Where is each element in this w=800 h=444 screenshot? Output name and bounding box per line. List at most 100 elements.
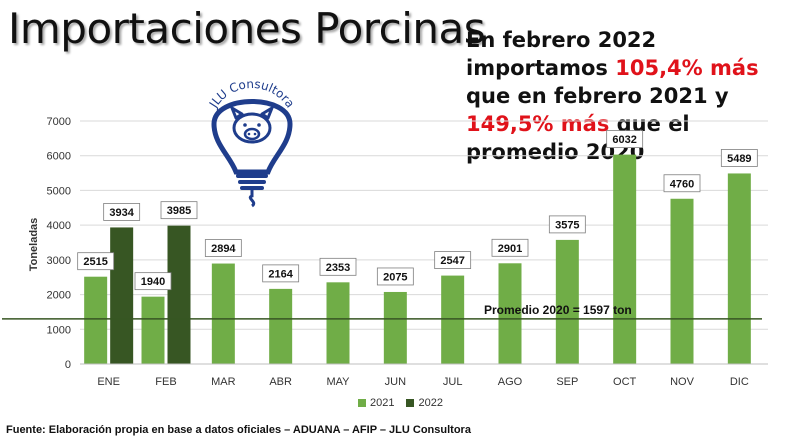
y-tick-label: 5000: [47, 185, 71, 197]
data-label-text: 2547: [440, 255, 464, 267]
chart-legend: 2021 2022: [358, 397, 443, 409]
x-tick-label: JUN: [385, 376, 406, 388]
x-tick-label: SEP: [556, 376, 578, 388]
bar-2021-sep: [555, 239, 579, 364]
x-tick-label: JUL: [443, 376, 463, 388]
data-label: 6032: [606, 130, 644, 149]
data-label-text: 2164: [268, 268, 293, 280]
data-label-box: [103, 203, 141, 221]
data-label: 3934: [103, 203, 141, 221]
data-label: 4760: [663, 174, 701, 193]
y-tick-label: 4000: [47, 220, 71, 232]
data-label: 2075: [376, 267, 414, 286]
data-label-box: [77, 252, 115, 271]
y-tick-label: 0: [65, 359, 71, 371]
bar-2021-oct: [613, 154, 637, 364]
bar-2021-feb: [141, 296, 165, 364]
bar-2021-abr: [269, 288, 293, 364]
x-tick-label: NOV: [670, 376, 695, 388]
data-label: 5489: [720, 149, 758, 167]
data-label: 2901: [491, 238, 529, 257]
chart-title: Importaciones Porcinas: [8, 4, 486, 53]
logo-text: JLU Consultora: [206, 77, 297, 111]
bar-2021-jun: [383, 291, 407, 364]
headline-highlight2: 149,5% más: [466, 112, 610, 136]
x-tick-label: MAY: [326, 376, 350, 388]
data-label: 2515: [77, 252, 115, 271]
legend-item-2022: 2022: [406, 397, 443, 409]
data-label-box: [134, 272, 172, 291]
bar-2021-ago: [498, 263, 522, 364]
y-tick-label: 3000: [47, 255, 71, 267]
bars: [84, 154, 751, 364]
y-tick-label: 1000: [47, 324, 71, 336]
data-label-box: [720, 149, 758, 167]
data-label-text: 2075: [383, 271, 407, 283]
data-label-box: [319, 257, 357, 276]
headline-part2: que en febrero 2021 y: [466, 84, 729, 108]
bar-2021-jul: [441, 275, 465, 364]
headline-text: En febrero 2022 importamos 105,4% más qu…: [466, 26, 796, 166]
gridlines: [80, 120, 768, 330]
x-tick-label: ENE: [97, 376, 120, 388]
data-label-box: [491, 238, 529, 257]
data-label-box: [663, 174, 701, 193]
data-label: 2894: [204, 239, 242, 257]
data-label: 1940: [134, 272, 172, 291]
headline-part1: En febrero 2022 importamos: [466, 28, 657, 80]
reference-line-group: Promedio 2020 = 1597 ton: [2, 303, 762, 320]
data-label-text: 2894: [211, 243, 236, 255]
bar-2022-feb: [167, 225, 191, 364]
data-label: 3985: [160, 201, 198, 220]
data-label-box: [548, 215, 586, 234]
data-label-box: [434, 251, 472, 269]
data-label-text: 5489: [727, 153, 751, 165]
data-label-text: 3985: [167, 205, 191, 217]
data-label-text: 1940: [141, 276, 165, 288]
legend-swatch-2022: [406, 399, 415, 407]
y-axis-label: Toneladas: [28, 218, 40, 272]
data-label-text: 2353: [326, 262, 350, 274]
lightbulb-pig-icon: JLU Consultora: [206, 77, 297, 208]
data-label-text: 2901: [498, 243, 522, 255]
data-label-box: [160, 201, 198, 220]
y-tick-label: 6000: [47, 151, 71, 163]
data-label-text: 3934: [109, 207, 134, 219]
legend-label-2021: 2021: [370, 397, 395, 409]
data-label-text: 6032: [612, 134, 636, 146]
x-tick-label: FEB: [155, 376, 176, 388]
data-label-text: 2515: [83, 256, 107, 268]
data-label-box: [376, 267, 414, 286]
x-tick-label: AGO: [498, 376, 523, 388]
data-label-text: 3575: [555, 219, 579, 231]
data-label-box: [262, 264, 300, 283]
y-tick-label: 7000: [47, 116, 71, 128]
legend-swatch-2021: [358, 399, 366, 407]
bar-2021-ene: [84, 276, 108, 364]
data-labels: 2515 3934 1940 3985 2894 2164 2353 2075 2547 2901…: [77, 130, 758, 291]
axes: 0 1000 2000 3000 4000 5000 6000 7000 Toneladas EN…: [28, 116, 768, 388]
y-tick-label: 2000: [47, 290, 71, 302]
data-label-text: 4760: [670, 178, 694, 190]
bar-2021-may: [326, 282, 350, 364]
x-tick-label: OCT: [613, 376, 637, 388]
data-label-box: [606, 130, 644, 149]
data-label: 3575: [548, 215, 586, 234]
headline-highlight1: 105,4% más: [615, 56, 759, 80]
x-tick-label: MAR: [211, 376, 236, 388]
bar-2021-mar: [211, 263, 235, 364]
reference-line-label: Promedio 2020 = 1597 ton: [484, 303, 632, 317]
bar-2022-ene: [110, 227, 134, 364]
data-label: 2164: [262, 264, 300, 283]
data-label: 2547: [434, 251, 472, 269]
bar-2021-nov: [670, 198, 694, 364]
legend-label-2022: 2022: [418, 397, 443, 409]
data-label-box: [204, 239, 242, 257]
source-note: Fuente: Elaboración propia en base a dat…: [6, 424, 471, 436]
bar-2021-dic: [727, 173, 751, 364]
legend-item-2021: 2021: [358, 397, 394, 409]
x-tick-label: ABR: [269, 376, 292, 388]
x-tick-label: DIC: [730, 376, 749, 388]
data-label: 2353: [319, 257, 357, 276]
